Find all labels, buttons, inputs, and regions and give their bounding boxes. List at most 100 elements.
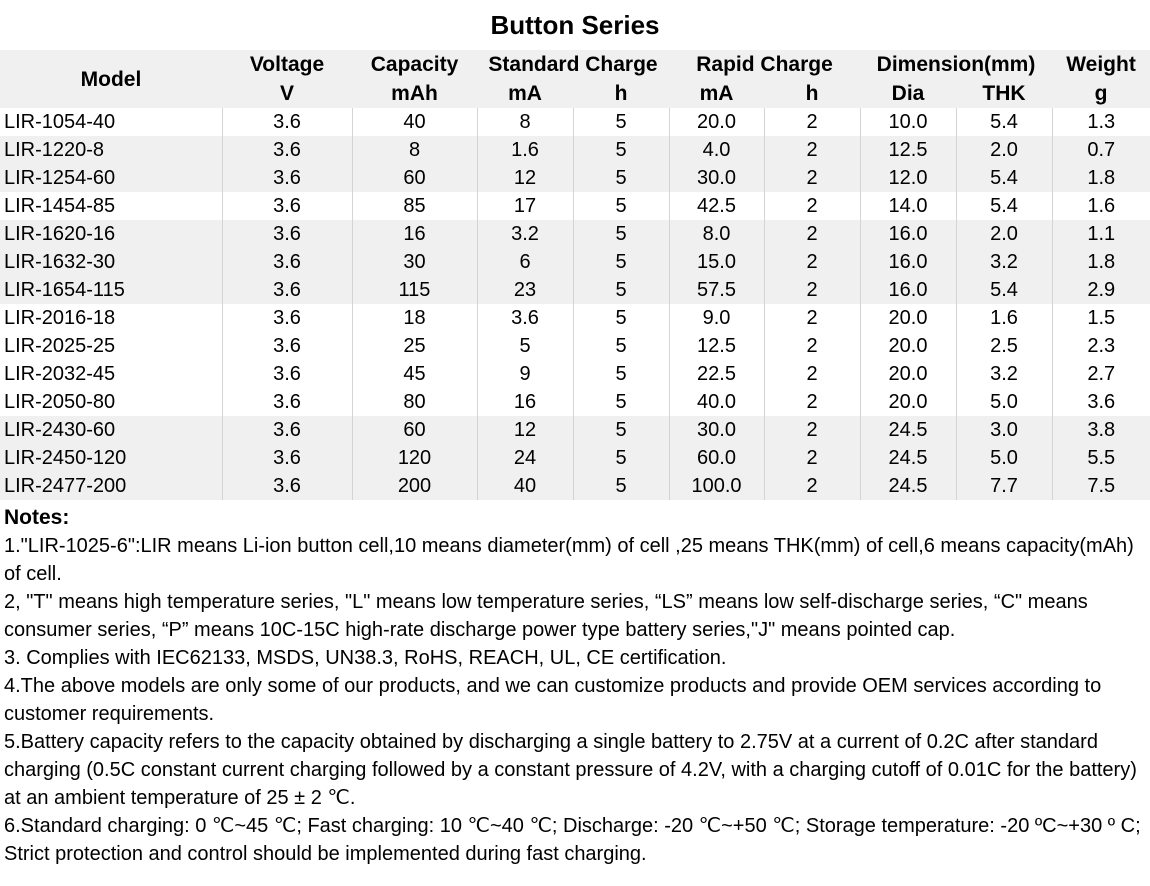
table-row: LIR-1620-16 3.6 16 3.2 5 8.0 2 16.0 2.0 1.1: [0, 220, 1150, 248]
cell-capacity: 85: [352, 192, 478, 220]
cell-dia: 20.0: [860, 388, 957, 416]
cell-dia: 20.0: [860, 304, 957, 332]
cell-capacity: 30: [352, 248, 478, 276]
cell-rapid-ma: 30.0: [669, 416, 765, 444]
cell-rapid-ma: 100.0: [669, 472, 765, 500]
cell-voltage: 3.6: [222, 108, 353, 136]
cell-dia: 20.0: [860, 332, 957, 360]
table-row: LIR-1654-115 3.6 115 23 5 57.5 2 16.0 5.4 2.9: [0, 276, 1150, 304]
cell-standard-ma: 5: [477, 332, 574, 360]
header-standard-charge: Standard Charge: [477, 50, 670, 79]
cell-model: LIR-2430-60: [0, 416, 223, 444]
header-rapid-ma: mA: [669, 79, 765, 108]
cell-dia: 12.0: [860, 164, 957, 192]
header-capacity: Capacity: [352, 50, 477, 79]
cell-capacity: 80: [352, 388, 478, 416]
cell-rapid-ma: 12.5: [669, 332, 765, 360]
cell-model: LIR-1054-40: [0, 108, 223, 136]
cell-voltage: 3.6: [222, 416, 353, 444]
cell-standard-ma: 6: [477, 248, 574, 276]
cell-thk: 5.4: [956, 164, 1053, 192]
cell-voltage: 3.6: [222, 164, 353, 192]
cell-voltage: 3.6: [222, 136, 353, 164]
cell-dia: 24.5: [860, 416, 957, 444]
cell-dia: 24.5: [860, 444, 957, 472]
cell-weight: 2.9: [1052, 276, 1150, 304]
cell-rapid-h: 2: [764, 276, 861, 304]
cell-standard-h: 5: [573, 192, 670, 220]
cell-model: LIR-2477-200: [0, 472, 223, 500]
cell-rapid-h: 2: [764, 248, 861, 276]
spec-table: Model Voltage Capacity Standard Charge R…: [0, 50, 1150, 500]
cell-standard-ma: 12: [477, 164, 574, 192]
page-title: Button Series: [490, 10, 660, 40]
header-rapid-charge: Rapid Charge: [669, 50, 861, 79]
cell-rapid-ma: 8.0: [669, 220, 765, 248]
header-voltage: Voltage: [222, 50, 352, 79]
cell-weight: 3.6: [1087, 391, 1116, 413]
cell-voltage: 3.6: [222, 304, 353, 332]
cell-standard-h: 5: [573, 472, 670, 500]
cell-weight: 1.3: [1087, 111, 1116, 133]
notes-section: Notes: 1."LIR-1025-6":LIR means Li-ion b…: [0, 500, 1150, 868]
header-dia: Dia: [860, 79, 957, 108]
table-row: LIR-1632-30 3.6 30 6 5 15.0 2 16.0 3.2 1.8: [0, 248, 1150, 276]
cell-dia: 24.5: [860, 472, 957, 500]
cell-dia: 10.0: [860, 108, 957, 136]
cell-thk: 5.4: [956, 192, 1053, 220]
cell-model: LIR-1220-8: [0, 136, 223, 164]
cell-thk: 2.5: [956, 332, 1053, 360]
cell-standard-h: 5: [573, 108, 670, 136]
cell-capacity: 115: [352, 276, 478, 304]
cell-standard-h: 5: [573, 220, 670, 248]
cell-standard-h: 5: [573, 248, 670, 276]
cell-thk: 5.0: [956, 388, 1053, 416]
cell-standard-ma: 3.6: [477, 304, 574, 332]
cell-rapid-ma: 20.0: [669, 108, 765, 136]
cell-standard-ma: 1.6: [477, 136, 574, 164]
note-3: 3. Complies with IEC62133, MSDS, UN38.3,…: [4, 647, 727, 669]
cell-thk: 2.0: [956, 136, 1053, 164]
table-row: LIR-2450-120 3.6 120 24 5 60.0 2 24.5 5.0 5.5: [0, 444, 1150, 472]
cell-standard-h: 5: [573, 276, 670, 304]
cell-voltage: 3.6: [222, 360, 353, 388]
cell-thk: 5.4: [956, 276, 1053, 304]
cell-model: LIR-2032-45: [0, 360, 223, 388]
cell-rapid-h: 2: [764, 444, 861, 472]
header-standard-ma: mA: [477, 79, 573, 108]
cell-dia: 16.0: [860, 220, 957, 248]
cell-thk: 5.0: [956, 444, 1053, 472]
cell-model: LIR-2450-120: [0, 444, 223, 472]
cell-weight: 3.8: [1052, 416, 1150, 444]
cell-capacity: 45: [352, 360, 478, 388]
header-rapid-h: h: [764, 79, 861, 108]
note-2: 2, "T" means high temperature series, "L…: [4, 591, 1088, 641]
cell-capacity: 16: [352, 220, 478, 248]
table-row: LIR-1054-40 3.6 40 8 5 20.0 2 10.0 5.4 1.3: [0, 108, 1150, 136]
cell-rapid-ma: 42.5: [669, 192, 765, 220]
header-standard-h: h: [573, 79, 670, 108]
cell-capacity: 200: [352, 472, 478, 500]
cell-weight: 1.6: [1087, 195, 1116, 217]
cell-standard-h: 5: [573, 360, 670, 388]
cell-rapid-ma: 30.0: [669, 164, 765, 192]
cell-weight: 1.8: [1052, 164, 1150, 192]
cell-capacity: 18: [352, 304, 478, 332]
table-row: LIR-2050-80 3.6 80 16 5 40.0 2 20.0 5.0 3.6: [0, 388, 1150, 416]
cell-dia: 16.0: [860, 276, 957, 304]
cell-model: LIR-1632-30: [0, 248, 223, 276]
header-dimension: Dimension(mm): [860, 50, 1053, 79]
cell-capacity: 40: [352, 108, 478, 136]
cell-dia: 12.5: [860, 136, 957, 164]
cell-standard-h: 5: [573, 332, 670, 360]
table-row: LIR-2016-18 3.6 18 3.6 5 9.0 2 20.0 1.6 1.5: [0, 304, 1150, 332]
cell-weight: 2.3: [1087, 335, 1116, 357]
table-row: LIR-1454-85 3.6 85 17 5 42.5 2 14.0 5.4 1.6: [0, 192, 1150, 220]
cell-standard-ma: 9: [477, 360, 574, 388]
header-model: Model: [0, 50, 222, 108]
header-weight-unit: g: [1052, 79, 1150, 108]
cell-capacity: 120: [352, 444, 478, 472]
cell-dia: 14.0: [860, 192, 957, 220]
cell-voltage: 3.6: [222, 444, 353, 472]
